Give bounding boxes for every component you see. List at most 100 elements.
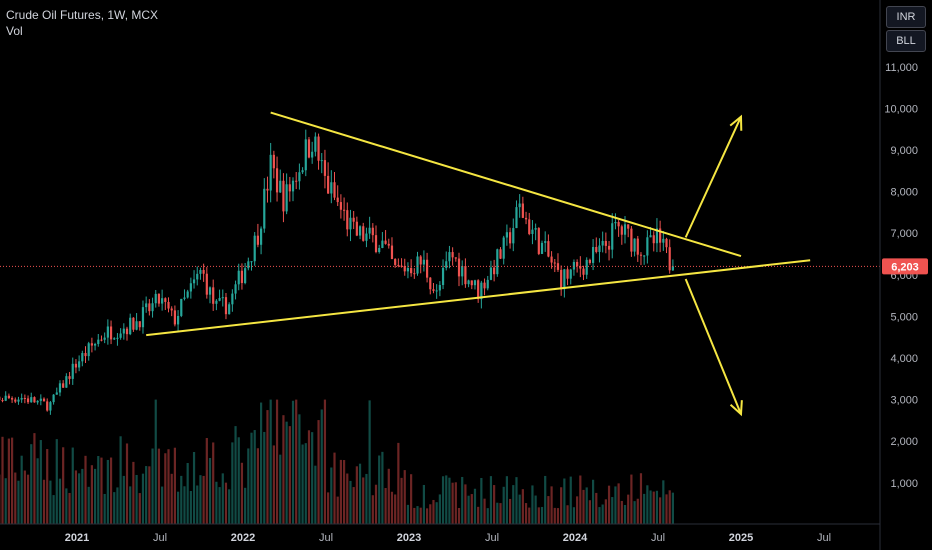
volume-bar	[349, 480, 352, 524]
volume-bar	[272, 445, 275, 524]
candle-body	[125, 328, 129, 335]
volume-bar	[298, 414, 301, 524]
candle-body	[39, 398, 42, 401]
candle-body	[170, 308, 173, 311]
y-tick-label: 10,000	[884, 103, 918, 115]
volume-bars	[0, 399, 674, 524]
candle-body	[598, 245, 601, 252]
volume-bar	[400, 477, 403, 524]
candle-body	[68, 376, 71, 379]
candle-body	[585, 259, 588, 275]
candle-body	[649, 235, 652, 238]
volume-bar	[346, 473, 349, 524]
candle-body	[93, 343, 97, 346]
candle-body	[591, 247, 595, 263]
trendline[interactable]	[270, 111, 742, 258]
volume-bar	[668, 490, 671, 524]
currency-badge[interactable]: INR	[886, 6, 926, 28]
volume-bar	[448, 477, 451, 524]
candle-body	[524, 217, 528, 220]
volume-bar	[129, 486, 132, 524]
candle-body	[425, 259, 429, 278]
candle-body	[314, 136, 317, 152]
volume-bar	[253, 430, 256, 524]
candle-body	[397, 264, 400, 266]
candle-body	[180, 298, 183, 316]
volume-bar	[199, 475, 202, 524]
volume-bar	[547, 496, 550, 524]
x-tick-label: 2024	[563, 532, 588, 544]
candle-body	[432, 289, 435, 291]
volume-bar	[295, 399, 298, 524]
volume-bar	[378, 455, 381, 524]
candle-body	[189, 283, 192, 292]
volume-bar	[614, 486, 617, 524]
volume-bar	[390, 491, 394, 524]
volume-bar	[304, 443, 307, 524]
candle-body	[659, 228, 662, 243]
volume-bar	[397, 442, 400, 524]
candle-body	[508, 232, 512, 244]
candle-body	[285, 184, 288, 212]
candle-body	[540, 242, 544, 254]
volume-bar	[524, 503, 528, 524]
volume-bar	[109, 457, 113, 524]
volume-bar	[23, 470, 26, 524]
candle-body	[192, 279, 196, 284]
volume-bar	[352, 487, 355, 524]
candle-body	[109, 326, 113, 340]
volume-bar	[218, 487, 221, 524]
volume-bar	[451, 482, 454, 524]
candle-body	[566, 269, 569, 279]
candle-body	[42, 398, 46, 402]
volume-bar	[671, 492, 674, 524]
candle-body	[394, 259, 397, 265]
projection-arrow[interactable]	[684, 116, 742, 238]
candle-body	[122, 328, 125, 334]
volume-bar	[483, 498, 486, 524]
candle-body	[352, 217, 355, 222]
x-tick-label: Jul	[319, 532, 333, 544]
volume-bar	[228, 489, 231, 524]
candle-body	[655, 228, 659, 244]
trendline[interactable]	[146, 259, 811, 337]
volume-bar	[122, 475, 125, 524]
volume-bar	[263, 431, 266, 524]
volume-bar	[323, 399, 327, 524]
volume-bar	[521, 489, 524, 524]
volume-bar	[39, 440, 42, 524]
candle-body	[406, 268, 410, 272]
candle-body	[419, 256, 422, 265]
volume-bar	[141, 473, 145, 524]
volume-bar	[4, 478, 7, 524]
candle-body	[349, 217, 352, 230]
volume-bar	[10, 437, 14, 524]
candle-body	[448, 252, 451, 262]
volume-indicator-label[interactable]: Vol	[6, 24, 23, 38]
candle-body	[7, 395, 10, 399]
x-tick-label: 2025	[729, 532, 753, 544]
projection-arrow[interactable]	[684, 278, 742, 415]
volume-bar	[489, 476, 493, 524]
volume-bar	[438, 494, 441, 524]
volume-bar	[477, 506, 480, 524]
candle-body	[256, 235, 259, 245]
volume-bar	[387, 468, 390, 524]
volume-bar	[100, 457, 103, 524]
time-axis[interactable]: 2021 Jul 2022 Jul 2023 Jul 2024 Jul 2025 Jul	[65, 532, 831, 544]
volume-bar	[464, 484, 467, 524]
candle-body	[614, 222, 617, 224]
x-tick-label: 2021	[65, 532, 89, 544]
volume-bar	[307, 430, 311, 524]
candle-body	[231, 293, 234, 305]
candle-body	[579, 266, 582, 269]
volume-bar	[46, 449, 49, 524]
unit-badge[interactable]: BLL	[886, 30, 926, 52]
candle-body	[473, 280, 477, 286]
candle-body	[569, 269, 572, 279]
candle-body	[176, 315, 180, 325]
candle-body	[253, 235, 256, 262]
volume-bar	[467, 495, 470, 524]
candle-body	[87, 343, 90, 357]
